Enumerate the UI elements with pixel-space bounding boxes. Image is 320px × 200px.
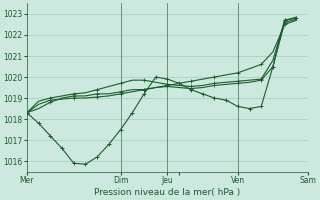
X-axis label: Pression niveau de la mer( hPa ): Pression niveau de la mer( hPa ) [94, 188, 241, 197]
